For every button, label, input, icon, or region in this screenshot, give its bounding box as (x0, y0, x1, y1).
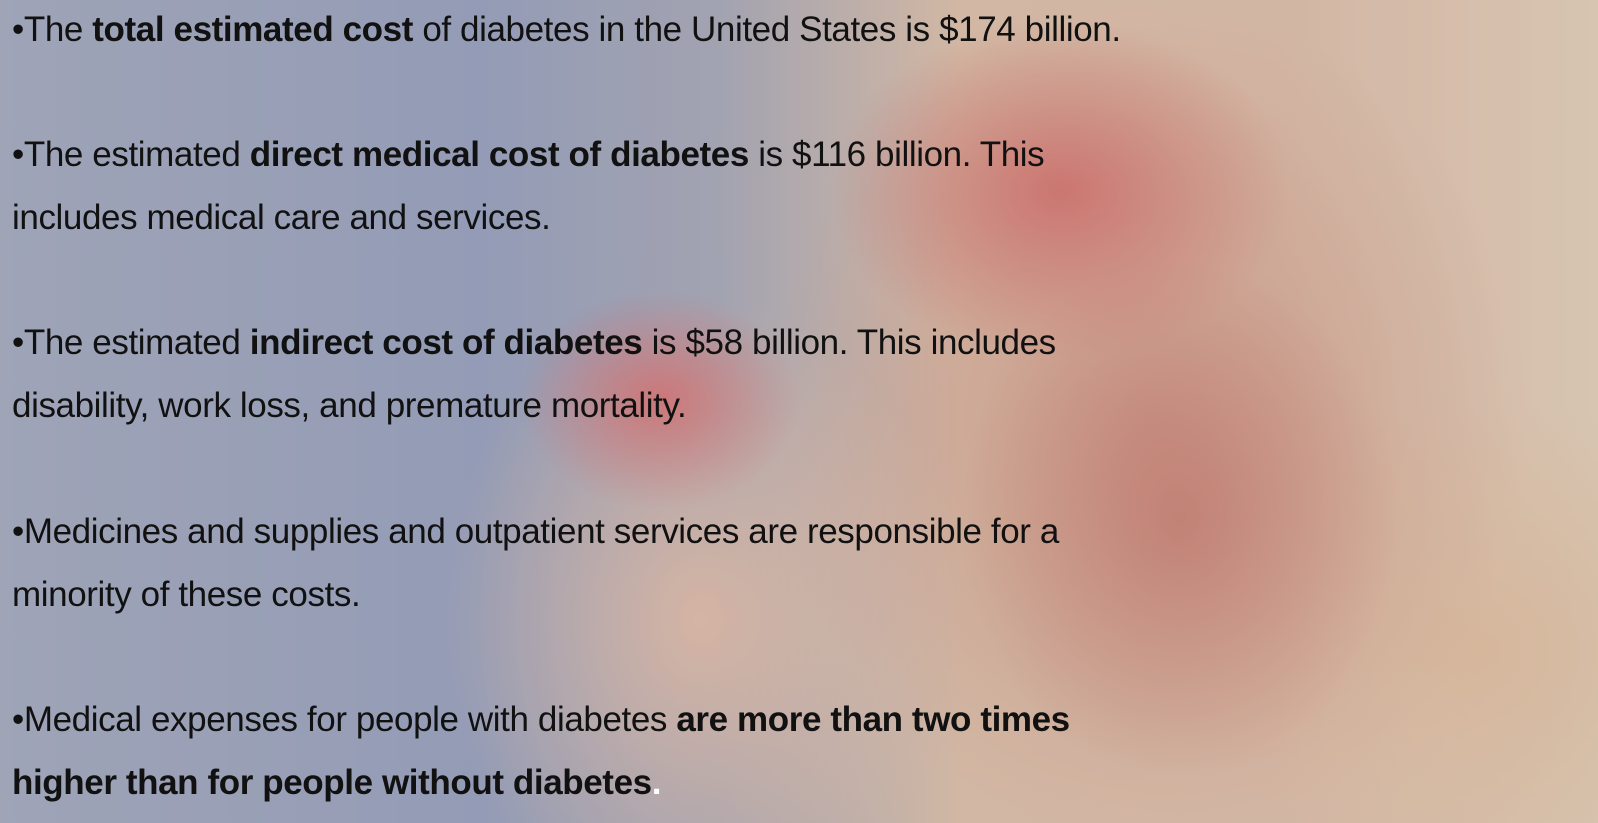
text: includes medical care and services. (12, 198, 550, 237)
bold-text: direct medical cost of diabetes (250, 135, 749, 174)
bold-text: total estimated cost (92, 10, 413, 49)
bullet-line: •The total estimated cost of diabetes in… (12, 5, 1121, 55)
text: disability, work loss, and premature mor… (12, 386, 686, 425)
text: •Medicines and supplies and outpatient s… (12, 512, 1059, 551)
bullet-line: •Medical expenses for people with diabet… (12, 695, 1070, 745)
text: is $116 billion. This (749, 135, 1044, 174)
bullet-line: disability, work loss, and premature mor… (12, 381, 686, 431)
bullet-line: includes medical care and services. (12, 193, 550, 243)
bullet-line: •Medicines and supplies and outpatient s… (12, 507, 1059, 557)
text: •The estimated (12, 323, 250, 362)
bold-text: higher than for people without diabetes (12, 763, 652, 802)
bold-text: . (652, 763, 661, 802)
bullet-line: •The estimated indirect cost of diabetes… (12, 318, 1056, 368)
bullet-line: •The estimated direct medical cost of di… (12, 130, 1044, 180)
slide: •The total estimated cost of diabetes in… (0, 0, 1598, 823)
text: •Medical expenses for people with diabet… (12, 700, 676, 739)
text: •The estimated (12, 135, 250, 174)
bold-text: are more than two times (676, 700, 1069, 739)
text: of diabetes in the United States is $174… (413, 10, 1121, 49)
text: •The (12, 10, 92, 49)
text: is $58 billion. This includes (642, 323, 1055, 362)
text: minority of these costs. (12, 575, 360, 614)
bullet-line: higher than for people without diabetes. (12, 758, 661, 808)
bullet-line: minority of these costs. (12, 570, 360, 620)
bold-text: indirect cost of diabetes (250, 323, 643, 362)
